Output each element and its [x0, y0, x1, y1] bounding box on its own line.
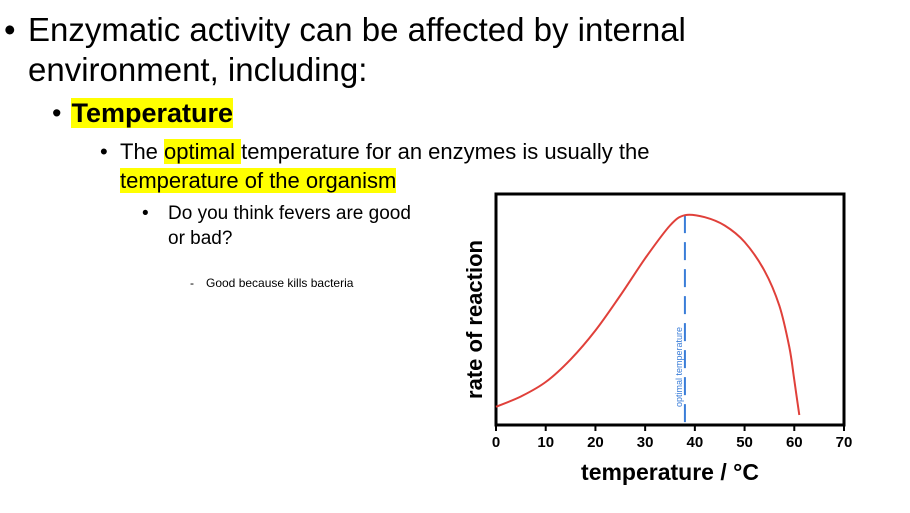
- x-tick-label: 0: [492, 434, 500, 451]
- bullet-dot: •: [4, 11, 16, 48]
- x-tick-label: 30: [637, 434, 654, 451]
- bullet-level5: - Good because kills bacteria: [190, 275, 353, 291]
- bullet-level4-text: Do you think fevers are good or bad?: [168, 203, 411, 249]
- bullet-level1: • Enzymatic activity can be affected by …: [4, 10, 724, 90]
- bullet-dot: •: [100, 139, 108, 164]
- highlight-temperature-of-organism: temperature of the organism: [120, 168, 397, 193]
- bullet-level4: • Do you think fevers are good or bad?: [142, 201, 422, 251]
- bullet-level2: • Temperature: [52, 96, 234, 130]
- x-tick-label: 70: [836, 434, 853, 451]
- x-tick-label: 40: [687, 434, 704, 451]
- optimal-temperature-label: optimal temperature: [674, 327, 684, 407]
- bullet-level5-text: Good because kills bacteria: [206, 276, 354, 290]
- x-tick-label: 10: [537, 434, 554, 451]
- rate-curve: [495, 213, 801, 416]
- bullet-level2-text: Temperature: [71, 98, 234, 128]
- bullet-dot: •: [142, 203, 149, 224]
- y-axis-title: rate of reaction: [462, 240, 487, 399]
- bullet-level3: • The optimal temperature for an enzymes…: [100, 137, 740, 195]
- x-tick-label: 60: [786, 434, 803, 451]
- bullet-level1-text: Enzymatic activity can be affected by in…: [28, 11, 686, 88]
- x-tick-label: 20: [587, 434, 604, 451]
- bullet-dot: •: [52, 98, 62, 128]
- x-axis-title: temperature / °C: [581, 459, 759, 485]
- plot-frame: [494, 192, 846, 427]
- dash-marker: -: [190, 276, 194, 290]
- rate-temperature-chart: 0 10 20 30 40 50 60 70 temperature / °C rate of r…: [462, 192, 853, 485]
- x-tick-label: 50: [736, 434, 753, 451]
- bullet-level3-text: The optimal temperature for an enzymes i…: [100, 137, 740, 195]
- highlight-optimal: optimal: [164, 139, 242, 164]
- text-segment: temperature for an enzymes is usually th…: [241, 139, 650, 164]
- text-segment: The: [120, 139, 165, 164]
